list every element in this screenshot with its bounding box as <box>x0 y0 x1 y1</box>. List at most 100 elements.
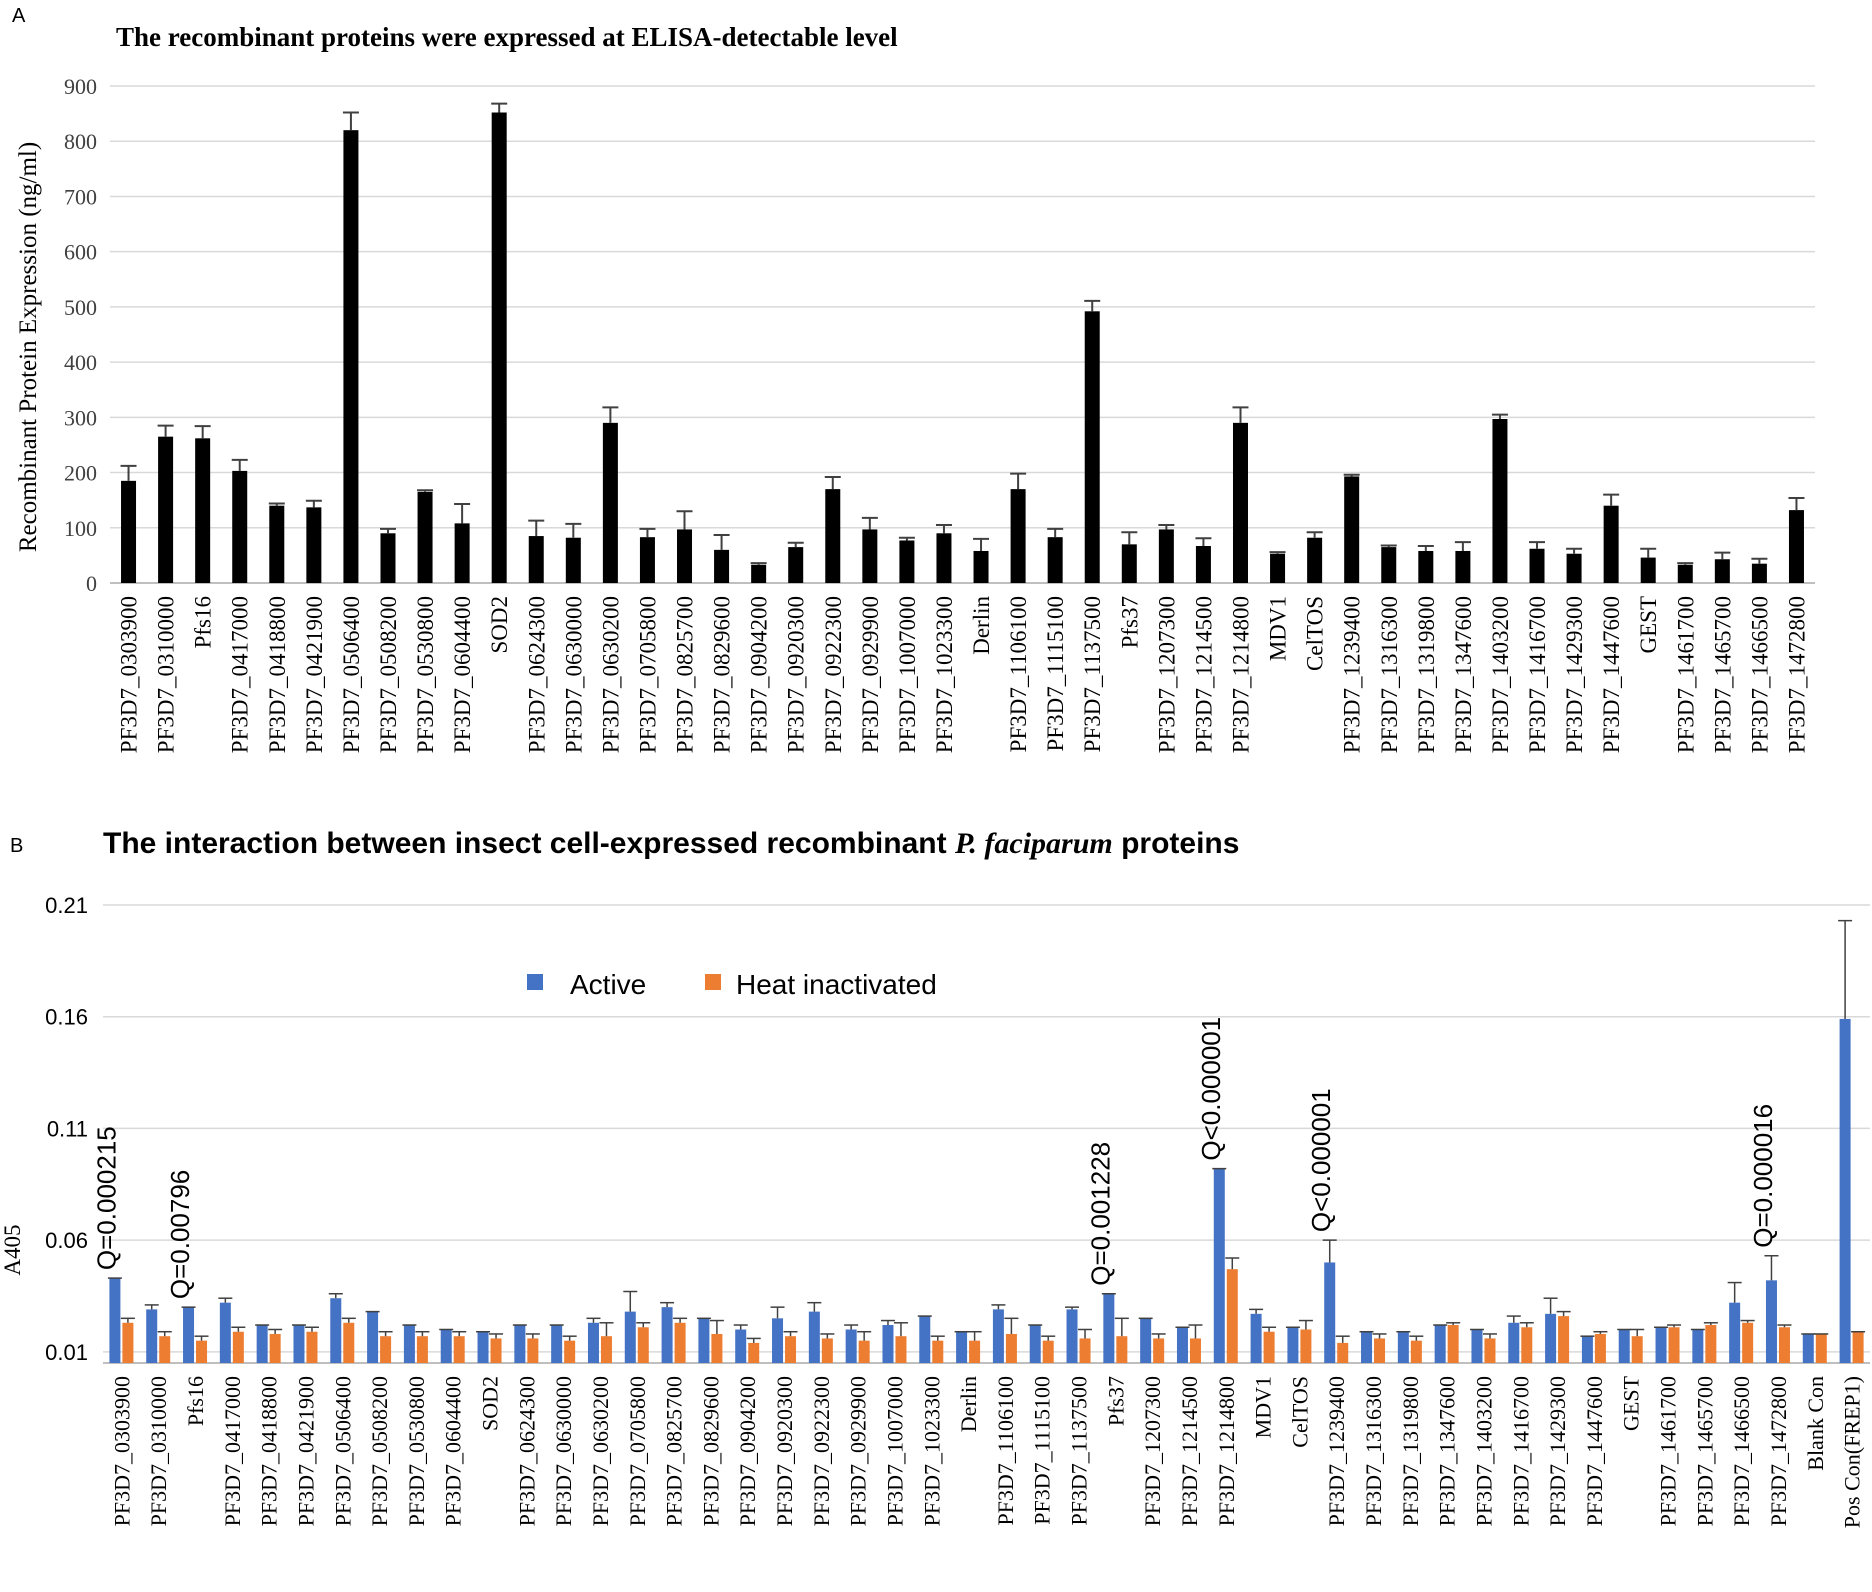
panel-b-error-bar-heat-inactivated-pf3d7-0417000 <box>231 1326 246 1332</box>
panel-b-y-tick-label: 0.11 <box>47 1116 88 1141</box>
panel-a-error-bar-pf3d7-1137500 <box>1084 299 1101 312</box>
panel-a-x-tick-label: PF3D7_0630000 <box>561 596 586 753</box>
panel-b-x-tick-label: PF3D7_1137500 <box>1067 1376 1092 1526</box>
panel-a-error-bar-pf3d7-0421900 <box>305 499 322 508</box>
panel-b-bar-heat-inactivated-pf3d7-0624300 <box>527 1338 539 1363</box>
panel-b-x-tick-label: PF3D7_0624300 <box>514 1376 539 1526</box>
panel-a-error-bar-pf3d7-0418800 <box>268 502 285 506</box>
panel-b-x-tick-label: PF3D7_0508200 <box>367 1376 392 1526</box>
panel-a-bar-pf3d7-1115100 <box>1047 537 1063 583</box>
panel-a-y-tick-label: 100 <box>64 516 97 541</box>
panel-b-error-bar-heat-inactivated-pf3d7-0630200 <box>599 1322 614 1337</box>
panel-a-x-tick-label: PF3D7_0825700 <box>673 596 698 753</box>
panel-b-bar-heat-inactivated-pf3d7-0825700 <box>674 1322 686 1363</box>
panel-a-bar-celtos <box>1307 537 1323 583</box>
panel-b-bar-heat-inactivated-derlin <box>969 1340 981 1363</box>
panel-a-x-tick-label: GEST <box>1636 596 1661 654</box>
panel-b-bar-heat-inactivated-pf3d7-0310000 <box>159 1336 171 1363</box>
panel-a-error-bar-pf3d7-1239400 <box>1343 473 1360 477</box>
panel-a-error-bar-pf3d7-0929900 <box>861 516 878 530</box>
panel-b-x-tick-label: PF3D7_1403200 <box>1471 1376 1496 1526</box>
panel-a-x-tick-label: Pfs16 <box>191 596 216 648</box>
panel-a-bar-pf3d7-1447600 <box>1603 505 1619 583</box>
panel-a-x-tick-label: Derlin <box>969 596 994 655</box>
panel-a-bar-pf3d7-0421900 <box>306 507 322 583</box>
panel-b-bar-active-pos-con-frep1 <box>1839 1018 1851 1363</box>
panel-a-x-tick-label: PF3D7_0630200 <box>598 596 623 753</box>
panel-b-bar-active-pf3d7-1316300 <box>1361 1331 1373 1363</box>
panel-b-bar-active-derlin <box>956 1331 968 1363</box>
panel-b-q-value-annotation: Q=0.00796 <box>165 1170 195 1299</box>
panel-b-error-bar-heat-inactivated-pfs16 <box>194 1335 209 1341</box>
panel-b-x-tick-label: PF3D7_0630000 <box>551 1376 576 1526</box>
panel-b-bar-active-pf3d7-0922300 <box>808 1311 820 1363</box>
panel-a-error-bar-sod2 <box>491 102 508 113</box>
panel-b-y-tick-label: 0.01 <box>45 1340 88 1365</box>
panel-b-x-tick-label: PF3D7_0310000 <box>146 1376 171 1526</box>
panel-b-legend: Active Heat inactivated <box>527 969 937 1000</box>
panel-b-bar-heat-inactivated-pf3d7-1023300 <box>932 1340 944 1363</box>
panel-a-x-tick-label: PF3D7_1466500 <box>1747 596 1772 753</box>
panel-b-bar-heat-inactivated-pos-con-frep1 <box>1852 1331 1864 1363</box>
panel-b-bar-heat-inactivated-pf3d7-0630200 <box>600 1336 612 1363</box>
panel-b-q-value-annotation: Q=0.000215 <box>91 1126 121 1270</box>
panel-a-x-tick-label: PF3D7_1447600 <box>1599 596 1624 753</box>
panel-a-bar-pf3d7-0506400 <box>343 130 359 583</box>
panel-a-error-bar-pf3d7-0303900 <box>120 464 137 481</box>
panel-b-bar-heat-inactivated-pf3d7-1207300 <box>1153 1338 1165 1363</box>
panel-b-x-tick-label: PF3D7_1115100 <box>1030 1376 1055 1525</box>
panel-a-bar-pf3d7-1316300 <box>1381 547 1397 583</box>
panel-a-x-tick-label: PF3D7_0705800 <box>635 596 660 753</box>
panel-b-error-bar-heat-inactivated-pf3d7-1447600 <box>1593 1330 1608 1334</box>
panel-a-bar-pf3d7-1403200 <box>1492 418 1508 583</box>
panel-a-bar-pf3d7-0604400 <box>454 523 470 583</box>
panel-a-x-tick-label: PF3D7_0530800 <box>413 596 438 753</box>
panel-b-q-value-annotation: Q<0.000001 <box>1306 1088 1336 1232</box>
panel-a-error-bar-pf3d7-0904200 <box>750 562 767 565</box>
panel-a-bar-pf3d7-0630000 <box>565 537 581 583</box>
panel-b-error-bar-heat-inactivated-sod2 <box>489 1333 504 1339</box>
panel-b-x-tick-label: PF3D7_1239400 <box>1324 1376 1349 1526</box>
panel-a-error-bar-pf3d7-1465700 <box>1714 551 1731 560</box>
panel-b-error-bar-heat-inactivated-pf3d7-1023300 <box>930 1335 945 1341</box>
panel-b-bar-active-gest <box>1618 1329 1630 1363</box>
panel-b-error-bar-heat-inactivated-pf3d7-0506400 <box>341 1317 356 1323</box>
panel-a-x-tick-label: PF3D7_0624300 <box>524 596 549 753</box>
panel-a-error-bar-pf3d7-1106100 <box>1010 472 1027 490</box>
panel-b-bar-active-pf3d7-1416700 <box>1508 1322 1520 1363</box>
panel-b-bar-active-pf3d7-1007000 <box>882 1325 894 1363</box>
panel-b-error-bar-active-pf3d7-1137500 <box>1065 1306 1080 1310</box>
panel-b-bar-active-pf3d7-0303900 <box>109 1278 121 1363</box>
panel-a-error-bar-pf3d7-1319800 <box>1417 545 1434 551</box>
panel-b-x-tick-label: PF3D7_1347600 <box>1435 1376 1460 1526</box>
panel-b-error-bar-active-pf3d7-0922300 <box>807 1301 822 1312</box>
panel-a-x-tick-label: PF3D7_1115100 <box>1043 596 1068 752</box>
panel-b-bar-heat-inactivated-celtos <box>1300 1329 1312 1363</box>
panel-b-bar-active-pf3d7-0630200 <box>587 1322 599 1363</box>
panel-a-x-tick-label: PF3D7_0904200 <box>747 596 772 753</box>
panel-a-bar-pf3d7-0418800 <box>269 505 285 583</box>
panel-b-bar-active-mdv1 <box>1250 1313 1262 1363</box>
panel-b-x-tick-label: PF3D7_0417000 <box>220 1376 245 1526</box>
panel-a-bar-pfs37 <box>1121 544 1137 583</box>
panel-b-error-bar-heat-inactivated-pf3d7-0825700 <box>673 1317 688 1323</box>
panel-a-x-tick-label: PF3D7_1106100 <box>1006 596 1031 752</box>
panel-b-error-bar-heat-inactivated-pf3d7-0508200 <box>378 1330 393 1337</box>
panel-b-bar-active-pf3d7-0310000 <box>146 1309 158 1363</box>
panel-b-error-bar-heat-inactivated-mdv1 <box>1262 1326 1277 1332</box>
panel-b-x-tick-label: PF3D7_0922300 <box>809 1376 834 1526</box>
panel-b-bar-active-pf3d7-0705800 <box>624 1311 636 1363</box>
panel-a-bar-pf3d7-1239400 <box>1344 476 1360 583</box>
panel-b-bar-active-pf3d7-0920300 <box>772 1318 784 1363</box>
panel-a-y-tick-label: 900 <box>64 74 97 99</box>
panel-b-x-tick-label: PF3D7_1319800 <box>1398 1376 1423 1526</box>
panel-b-bar-active-pf3d7-1239400 <box>1324 1262 1336 1363</box>
panel-b-bar-heat-inactivated-pf3d7-0829600 <box>711 1333 723 1363</box>
panel-b-bar-active-pf3d7-1214500 <box>1176 1327 1188 1363</box>
panel-b-error-bar-heat-inactivated-celtos <box>1298 1319 1313 1330</box>
panel-b-bar-active-pf3d7-0506400 <box>330 1298 342 1363</box>
panel-a-error-bar-derlin <box>973 537 990 551</box>
panel-b-x-tick-label: PF3D7_1472800 <box>1766 1376 1791 1526</box>
panel-a-x-tick-label: PF3D7_1429300 <box>1562 596 1587 753</box>
panel-b-bar-active-pf3d7-1465700 <box>1692 1329 1704 1363</box>
